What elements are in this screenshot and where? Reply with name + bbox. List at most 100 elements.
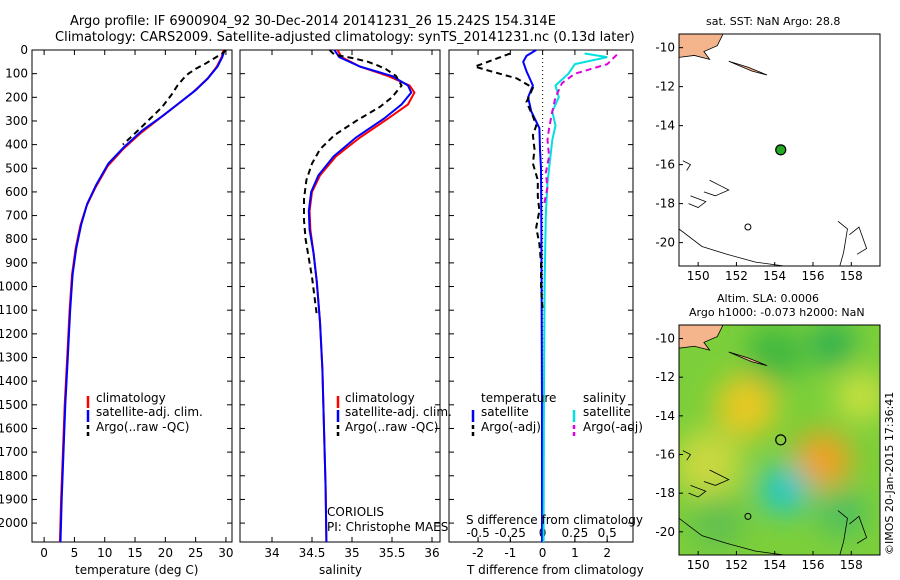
depth-tick-label: 1900 — [0, 492, 28, 506]
sla-map-land — [679, 325, 724, 351]
sla-map-ytick-label: -10 — [655, 332, 675, 346]
depth-tick-label: 1200 — [0, 327, 28, 341]
diff-xtick-top-label: 0.25 — [562, 526, 589, 540]
depth-tick-label: 1000 — [0, 280, 28, 294]
depth-tick-label: 1700 — [0, 445, 28, 459]
sst-map-xtick-label: 152 — [725, 269, 748, 283]
sst-map-plot-area — [679, 34, 868, 266]
depth-tick-label: 800 — [5, 232, 28, 246]
sla-map-anomaly-blob — [690, 495, 745, 549]
sst-map-ytick-label: -14 — [655, 119, 675, 133]
sst-map-reef-contour — [703, 179, 730, 197]
salinity-xtick-label: 34 — [264, 546, 279, 560]
diff-legend-sal-header: salinity — [583, 391, 627, 405]
sal-annotation-pi: PI: Christophe MAES — [327, 520, 449, 534]
sla-map-xtick-label: 150 — [687, 558, 710, 572]
sst-map-xtick-label: 156 — [802, 269, 825, 283]
difference-series-s-satellite — [542, 52, 608, 543]
sst-map-reef-contour — [837, 220, 848, 266]
temperature-xtick-label: 25 — [188, 546, 203, 560]
diff-xtick-top-label: -0.25 — [495, 526, 526, 540]
sla-map-xtick-label: 158 — [840, 558, 863, 572]
salinity-series-satellite-adj-clim- — [307, 49, 413, 543]
depth-tick-label: 600 — [5, 185, 28, 199]
depth-tick-label: 100 — [5, 67, 28, 81]
diff-legend-s-argo: Argo(-adj) — [583, 420, 643, 434]
sst-map-xtick-label: 150 — [687, 269, 710, 283]
sla-map-title-line1: Altim. SLA: 0.0006 — [717, 292, 820, 305]
temperature-frame — [31, 49, 233, 543]
temperature-xtick-label: 0 — [40, 546, 48, 560]
sst-map-ytick-label: -16 — [655, 158, 675, 172]
temperature-xtick-label: 20 — [158, 546, 173, 560]
depth-tick-label: 1100 — [0, 303, 28, 317]
difference-series-s-argo-adj- — [543, 53, 618, 204]
sst-map-island — [728, 60, 768, 76]
sla-map-ytick-label: -14 — [655, 409, 675, 423]
salinity-xtick-label: 35 — [344, 546, 359, 560]
difference-xtick-label: -2 — [472, 546, 484, 560]
imos-stamp: ©IMOS 20-Jan-2015 17:36:41 — [883, 391, 896, 555]
diff-xlabel-bottom: T difference from climatology — [467, 563, 644, 577]
temperature-xtick-label: 30 — [218, 546, 233, 560]
sla-map-anomaly-blob — [835, 371, 880, 422]
temperature-xlabel: temperature (deg C) — [75, 563, 199, 577]
salinity-xtick-label: 36 — [424, 546, 439, 560]
sla-map-reef-contour — [849, 515, 868, 544]
sst-map-small-reef — [744, 223, 752, 231]
depth-tick-label: 200 — [5, 90, 28, 104]
sla-map-reef-contour — [682, 450, 692, 461]
sal-legend-clim: climatology — [345, 391, 415, 405]
depth-tick-label: 900 — [5, 256, 28, 270]
salinity-xtick-label: 34.5 — [299, 546, 326, 560]
difference-xtick-label: -1 — [504, 546, 516, 560]
temp-legend-clim: climatology — [96, 391, 166, 405]
depth-tick-label: 500 — [5, 161, 28, 175]
depth-tick-label: 1500 — [0, 398, 28, 412]
temp-legend-argo: Argo(..raw -QC) — [96, 420, 190, 434]
diff-xtick-top-label: -0.5 — [466, 526, 489, 540]
sla-map-ytick-label: -16 — [655, 447, 675, 461]
sla-map-anomaly-blob — [679, 429, 743, 499]
sal-annotation-center: CORIOLIS — [327, 505, 384, 519]
sla-map-ytick-label: -12 — [655, 370, 675, 384]
sst-map-land — [679, 34, 724, 61]
temperature-xtick-label: 5 — [71, 546, 79, 560]
sal-legend-argo: Argo(..raw -QC) — [345, 420, 439, 434]
temperature-series-argo-raw-qc- — [122, 49, 227, 146]
depth-tick-label: 400 — [5, 138, 28, 152]
sla-map-anomaly-blob — [715, 375, 777, 437]
sla-map-anomaly-blob — [759, 464, 810, 515]
temperature-xtick-label: 15 — [127, 546, 142, 560]
sst-map-ytick-label: -10 — [655, 41, 675, 55]
sla-map-shelf-contour — [679, 517, 785, 555]
sla-map-title-line2: Argo h1000: -0.073 h2000: NaN — [689, 306, 865, 319]
sla-map-reef-contour — [837, 510, 848, 555]
sst-map-ytick-label: -20 — [655, 236, 675, 250]
difference-xtick-label: 1 — [571, 546, 579, 560]
sla-map-ytick-label: -20 — [655, 525, 675, 539]
sst-map-xtick-label: 158 — [840, 269, 863, 283]
depth-tick-label: 1300 — [0, 351, 28, 365]
sla-map-anomaly-blob — [816, 487, 867, 538]
depth-tick-label: 1800 — [0, 469, 28, 483]
sst-map-frame — [678, 33, 881, 267]
diff-legend-t-argo: Argo(-adj) — [481, 420, 541, 434]
sla-map-xtick-label: 156 — [802, 558, 825, 572]
sla-map-argo-location — [775, 434, 787, 446]
sla-map-anomaly-blob — [793, 431, 852, 490]
salinity-xtick-label: 35.5 — [379, 546, 406, 560]
sst-map-reef-contour — [849, 226, 868, 255]
sla-map-anomaly-blob — [809, 325, 856, 368]
sla-map-reef-contour — [688, 485, 707, 498]
salinity-frame — [239, 49, 441, 543]
sst-map-reef-contour — [682, 160, 692, 171]
sst-map-ytick-label: -18 — [655, 197, 675, 211]
sst-map-shelf-contour — [679, 228, 785, 266]
depth-tick-label: 2000 — [0, 516, 28, 530]
depth-tick-label: 0 — [20, 43, 28, 57]
sla-map-island — [728, 351, 768, 366]
sla-map-small-reef — [744, 512, 752, 520]
difference-xtick-label: 2 — [603, 546, 611, 560]
depth-tick-label: 700 — [5, 209, 28, 223]
